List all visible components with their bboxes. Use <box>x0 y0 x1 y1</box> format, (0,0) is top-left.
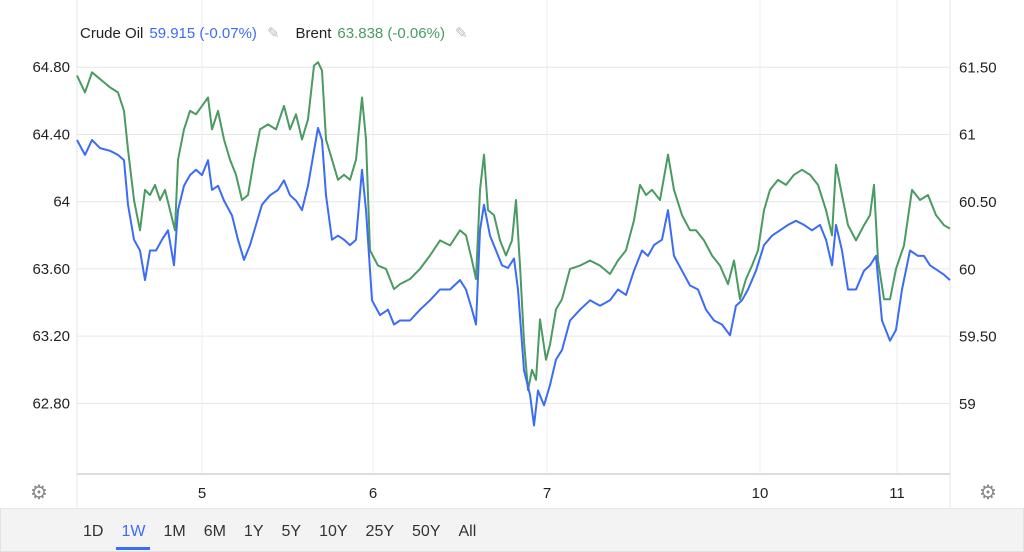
right-tick-label: 59 <box>959 396 976 413</box>
x-tick-label: 10 <box>752 485 769 502</box>
right-tick-label: 61 <box>959 127 976 144</box>
x-tick-label: 6 <box>369 485 377 502</box>
right-tick-label: 61.50 <box>959 59 997 76</box>
series-line-brent <box>76 61 951 391</box>
left-tick-label: 64 <box>53 194 70 211</box>
range-button-1w[interactable]: 1W <box>116 521 151 550</box>
legend-crude-name: Crude Oil <box>80 24 144 42</box>
right-tick-label: 59.50 <box>959 329 997 346</box>
left-tick-label: 63.60 <box>32 261 70 278</box>
range-button-10y[interactable]: 10Y <box>319 523 348 540</box>
x-tick-label: 5 <box>198 485 206 502</box>
left-tick-label: 64.40 <box>32 126 70 143</box>
legend-crude-value: 59.915 (-0.07%) <box>149 24 257 42</box>
range-button-1y[interactable]: 1Y <box>243 523 264 540</box>
chart-legend: Crude Oil 59.915 (-0.07%) ✎ Brent 63.838… <box>80 24 478 43</box>
left-tick-label: 64.80 <box>32 59 70 76</box>
series-line-crude-oil <box>76 126 951 427</box>
x-tick-label: 11 <box>889 485 905 502</box>
x-tick-label: 7 <box>543 485 551 502</box>
gear-icon[interactable]: ⚙ <box>979 482 997 504</box>
legend-brent-value: 63.838 (-0.06%) <box>337 24 445 42</box>
range-button-all[interactable]: All <box>458 523 477 540</box>
range-button-50y[interactable]: 50Y <box>412 523 441 540</box>
pencil-icon[interactable]: ✎ <box>454 25 468 42</box>
axes: 64.80 64.40 64 63.60 63.20 62.80 61.50 61 60.50 6… <box>32 0 997 508</box>
range-button-1m[interactable]: 1M <box>163 523 186 540</box>
range-button-25y[interactable]: 25Y <box>365 523 395 540</box>
range-buttons: 1D 1W 1M 6M 1Y 5Y 10Y 25Y 50Y All <box>83 521 494 550</box>
left-tick-label: 62.80 <box>32 395 70 412</box>
right-tick-label: 60.50 <box>959 194 997 211</box>
range-button-5y[interactable]: 5Y <box>281 523 302 540</box>
left-tick-label: 63.20 <box>32 328 70 345</box>
grid-lines <box>77 0 950 474</box>
right-tick-label: 60 <box>959 261 976 278</box>
gear-icon[interactable]: ⚙ <box>30 482 48 504</box>
series-lines <box>76 61 951 427</box>
legend-brent-name: Brent <box>295 24 332 42</box>
range-button-1d[interactable]: 1D <box>83 523 104 540</box>
range-selector-bar: 1D 1W 1M 6M 1Y 5Y 10Y 25Y 50Y All <box>0 508 1024 552</box>
range-button-6m[interactable]: 6M <box>203 523 226 540</box>
pencil-icon[interactable]: ✎ <box>266 25 280 42</box>
